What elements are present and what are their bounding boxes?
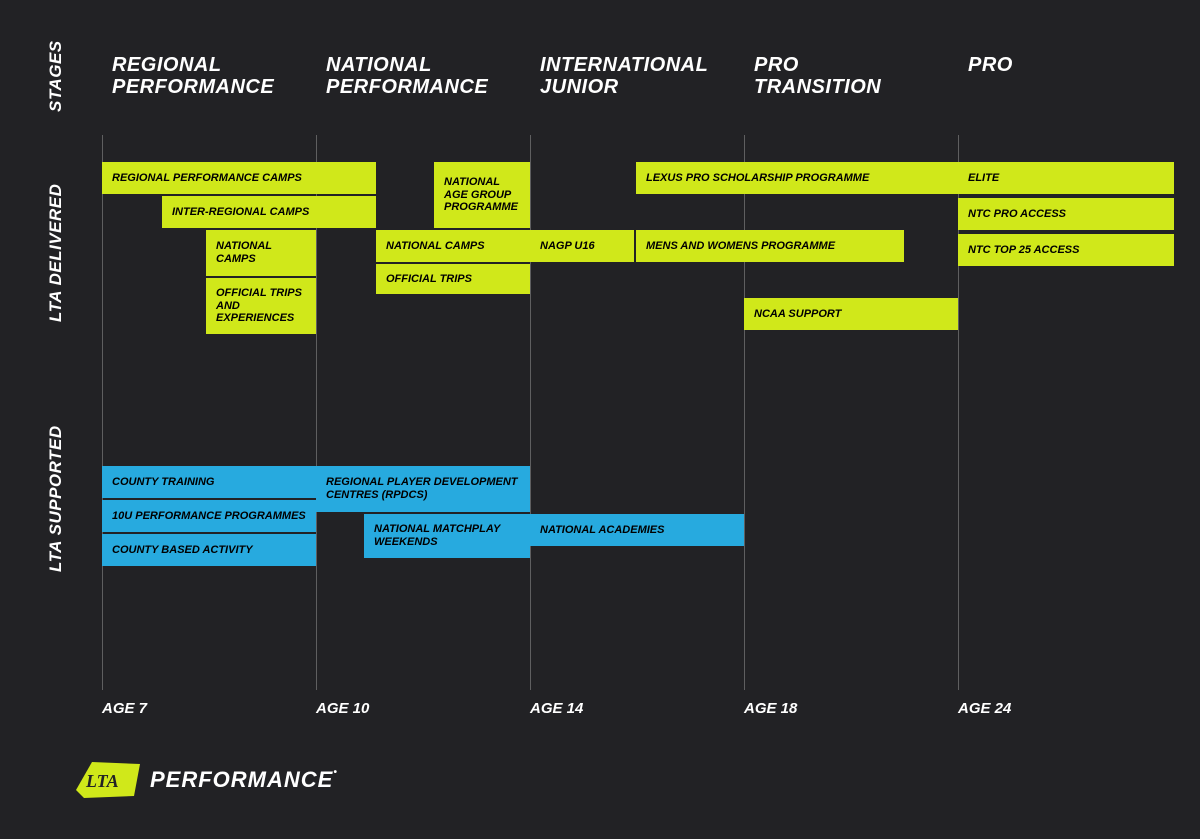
logo-brand-text: LTA xyxy=(85,771,119,791)
age-gridline-18 xyxy=(744,135,745,690)
row-label-delivered: LTA DELIVERED xyxy=(46,184,66,322)
bars-delivered-bar-11: OFFICIAL TRIPS xyxy=(376,264,530,294)
bars-delivered-bar-13: NCAA SUPPORT xyxy=(744,298,958,330)
age-gridline-14 xyxy=(530,135,531,690)
age-label-10: AGE 10 xyxy=(316,700,369,717)
logo-dot: • xyxy=(333,767,338,778)
bars-delivered-bar-1: NATIONAL AGE GROUP PROGRAMME xyxy=(434,162,530,228)
bars-supported-bar-4: NATIONAL ACADEMIES xyxy=(530,514,744,546)
age-label-14: AGE 14 xyxy=(530,700,583,717)
stage-header-0: REGIONALPERFORMANCE xyxy=(112,54,274,98)
bars-delivered-bar-4: INTER-REGIONAL CAMPS xyxy=(162,196,376,228)
logo-word-text: PERFORMANCE xyxy=(150,767,333,792)
bars-delivered-bar-3: ELITE xyxy=(958,162,1174,194)
lta-logo-mark-icon: LTA xyxy=(74,760,144,800)
row-label-stages: STAGES xyxy=(46,40,66,112)
bars-delivered-bar-12: OFFICIAL TRIPS AND EXPERIENCES xyxy=(206,278,316,334)
age-label-18: AGE 18 xyxy=(744,700,797,717)
pathway-chart: STAGES LTA DELIVERED LTA SUPPORTED REGIO… xyxy=(54,50,1174,690)
bars-supported-bar-0: COUNTY TRAINING xyxy=(102,466,316,498)
age-label-7: AGE 7 xyxy=(102,700,147,717)
bars-supported-bar-3: NATIONAL MATCHPLAY WEEKENDS xyxy=(364,514,530,558)
bars-delivered-bar-8: NAGP U16 xyxy=(530,230,634,262)
stage-header-1: NATIONALPERFORMANCE xyxy=(326,54,488,98)
stage-header-3: PROTRANSITION xyxy=(754,54,881,98)
bars-delivered-bar-6: NATIONAL CAMPS xyxy=(206,230,316,276)
bars-supported-bar-1: REGIONAL PLAYER DEVELOPMENT CENTRES (RPD… xyxy=(316,466,530,512)
row-label-supported: LTA SUPPORTED xyxy=(46,425,66,572)
stage-header-4: PRO xyxy=(968,54,1013,76)
bars-delivered-bar-2: LEXUS PRO SCHOLARSHIP PROGRAMME xyxy=(636,162,958,194)
bars-delivered-bar-10: NTC TOP 25 ACCESS xyxy=(958,234,1174,266)
bars-delivered-bar-9: MENS AND WOMENS PROGRAMME xyxy=(636,230,904,262)
stage-headers: REGIONALPERFORMANCE NATIONALPERFORMANCE IN… xyxy=(102,50,1174,110)
bars-delivered-bar-5: NTC PRO ACCESS xyxy=(958,198,1174,230)
bars-delivered-bar-7: NATIONAL CAMPS xyxy=(376,230,530,262)
lta-performance-logo: LTA PERFORMANCE• xyxy=(74,760,338,800)
age-label-24: AGE 24 xyxy=(958,700,1011,717)
bars-supported-bar-2: 10U PERFORMANCE PROGRAMMES xyxy=(102,500,316,532)
age-gridline-7 xyxy=(102,135,103,690)
stage-header-2: INTERNATIONALJUNIOR xyxy=(540,54,708,98)
bars-supported-bar-5: COUNTY BASED ACTIVITY xyxy=(102,534,316,566)
bars-delivered-bar-0: REGIONAL PERFORMANCE CAMPS xyxy=(102,162,376,194)
logo-word: PERFORMANCE• xyxy=(150,767,338,793)
